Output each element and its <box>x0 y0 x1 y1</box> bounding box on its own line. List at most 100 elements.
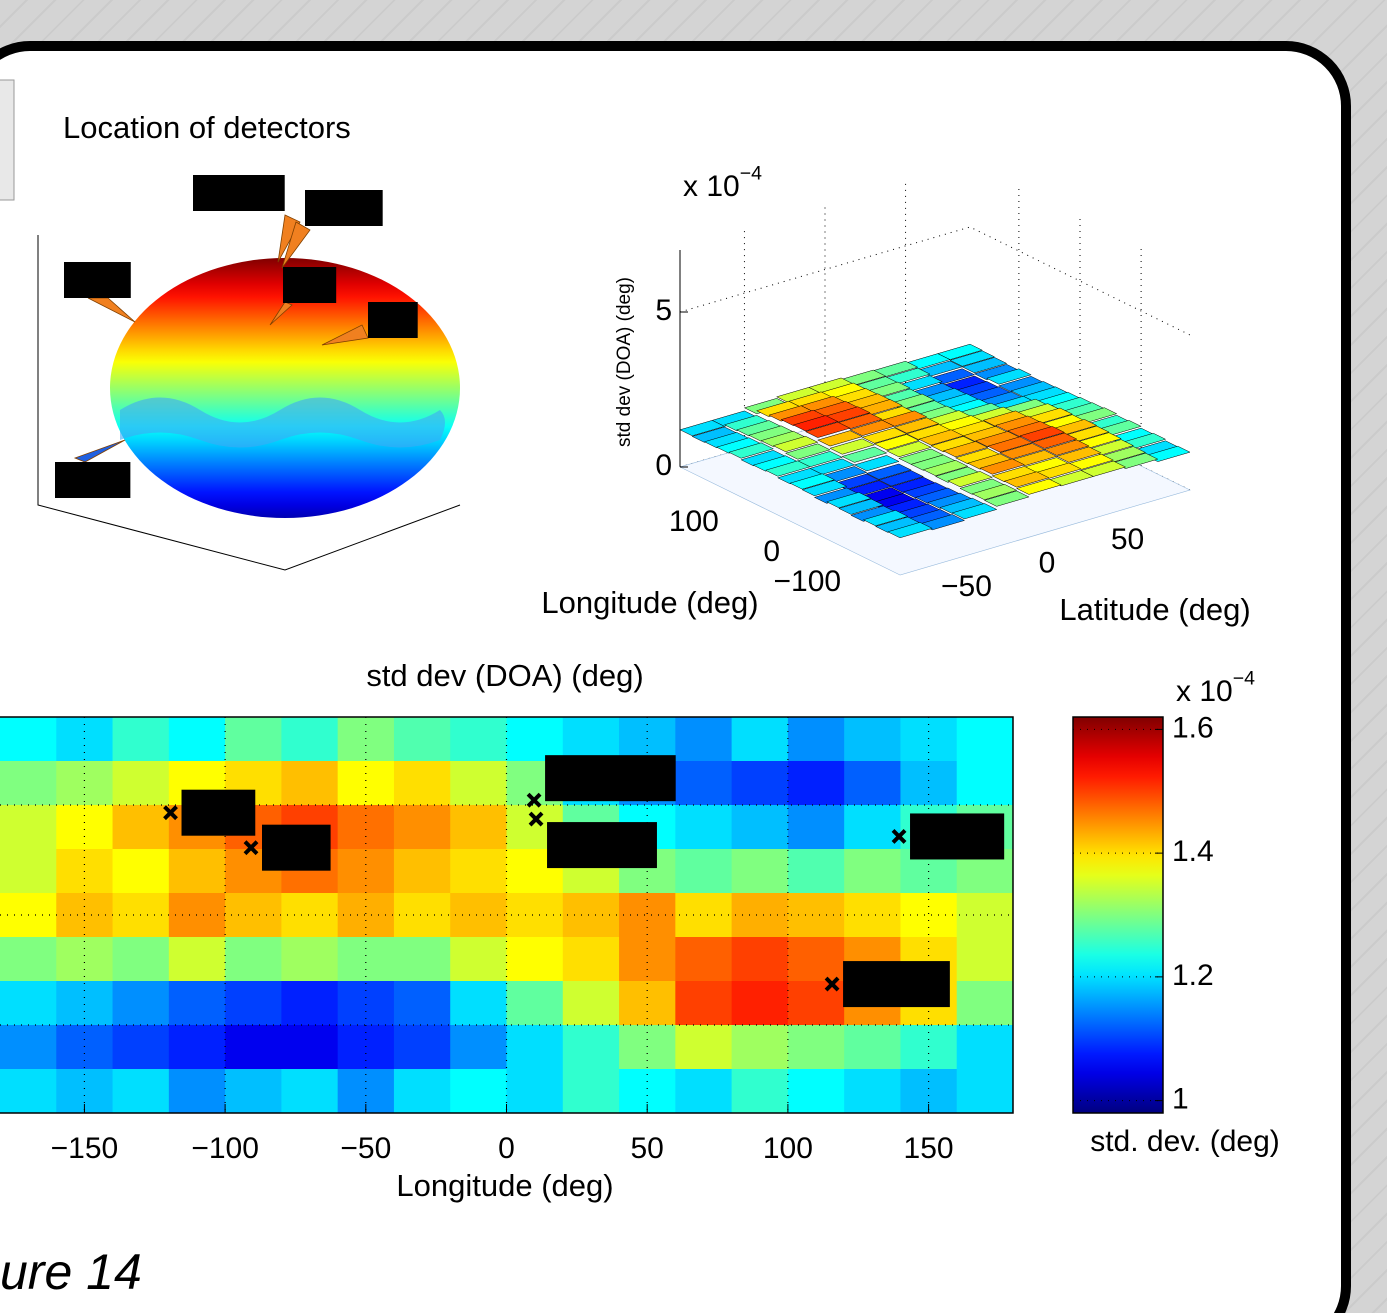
heatmap-cell <box>112 981 170 1026</box>
heatmap-cell <box>168 1069 226 1114</box>
heatmap-cell <box>675 1069 733 1114</box>
heatmap-cell <box>787 761 845 806</box>
heatmap-cell <box>393 981 451 1026</box>
heatmap-cell <box>450 805 507 850</box>
heatmap-cell <box>787 805 845 850</box>
heatmap-cell <box>393 805 451 850</box>
heatmap-cell <box>393 1069 451 1114</box>
heatmap-cell <box>844 761 901 806</box>
surface-cell <box>825 492 872 509</box>
heatmap-cell <box>0 805 57 850</box>
heatmap-cell <box>956 1025 1014 1070</box>
surface-cell <box>772 435 819 452</box>
multiplier-base: x 10 <box>683 170 740 203</box>
heatmap-cell <box>506 1025 564 1070</box>
heatmap-cell <box>168 937 226 982</box>
heatmap-cell <box>731 1069 789 1114</box>
detector-label: GEO600 <box>550 758 671 793</box>
heatmap-cell <box>393 937 451 982</box>
heatmap-cell <box>225 1069 282 1114</box>
surface-cell <box>987 436 1033 453</box>
heatmap-cell <box>956 1069 1014 1114</box>
heatmap-cell <box>450 893 507 938</box>
heatmap-cell <box>844 1025 901 1070</box>
surface-cell <box>728 442 775 459</box>
surface-cell <box>1031 432 1078 449</box>
heatmap-cell <box>168 849 226 894</box>
colorbar-tick-label: 1 <box>1172 1083 1189 1116</box>
heatmap-cell <box>844 805 901 850</box>
detector-label-box <box>64 262 131 298</box>
heatmap-cell <box>844 717 901 762</box>
heatmap-cell <box>731 1025 789 1070</box>
surface-cell <box>1015 478 1062 495</box>
surface-cell <box>849 420 896 436</box>
x-tick-label: 100 <box>763 1132 813 1165</box>
heatmap-cell <box>168 1025 226 1070</box>
heatmap-cell <box>56 761 114 806</box>
heatmap-cell <box>112 1025 170 1070</box>
z-tick-label: 0 <box>655 449 672 482</box>
side-widget <box>0 79 15 201</box>
slide-panel <box>0 41 1351 1313</box>
multiplier-exponent: −4 <box>740 163 762 185</box>
x-tick-label: 50 <box>631 1132 664 1165</box>
heatmap-cell <box>337 893 395 938</box>
surface-cell <box>893 417 940 434</box>
detector-label: LLO <box>373 309 413 332</box>
heatmap-cell <box>56 937 114 982</box>
multiplier-base: x 10 <box>1176 675 1233 708</box>
surface-cell <box>862 510 909 527</box>
x-tick-label: −150 <box>51 1132 119 1165</box>
heatmap-cell <box>393 893 451 938</box>
heatmap-cell <box>731 717 789 762</box>
heatmap-cell <box>675 717 733 762</box>
heatmap-cell <box>787 937 845 982</box>
heatmap-cell <box>281 981 339 1026</box>
heatmap-cell <box>0 981 57 1026</box>
detector-label-box <box>193 175 285 211</box>
figure-caption: ure 14 <box>0 1244 142 1300</box>
x-tick-label: −100 <box>774 565 842 598</box>
heatmap-cell <box>731 849 789 894</box>
heatmap-cell <box>393 849 451 894</box>
x-tick-label: −100 <box>191 1132 259 1165</box>
surface-cell <box>784 443 831 460</box>
heatmap-cell <box>675 761 733 806</box>
surface-cell <box>1019 426 1066 443</box>
heatmap-cell <box>562 1069 620 1114</box>
heatmap-cell <box>450 717 507 762</box>
detector-label-box <box>181 789 256 836</box>
x-axis-label: Longitude (deg) <box>541 585 758 620</box>
heatmap-cell <box>619 717 676 762</box>
y-tick-label: 0 <box>1039 546 1056 579</box>
axis-multiplier: x 10−4 <box>683 163 762 203</box>
heatmap-cell <box>56 1025 114 1070</box>
x-tick-label: 150 <box>904 1132 954 1165</box>
heatmap-cell <box>337 717 395 762</box>
heatmap-cell <box>56 717 114 762</box>
surface-cell <box>829 438 876 455</box>
heatmap-cell <box>844 893 901 938</box>
heatmap-cell <box>787 717 845 762</box>
multiplier-exponent: −4 <box>1233 668 1255 690</box>
detector-label: LHO <box>288 274 331 297</box>
detector-label-box <box>55 462 131 498</box>
surface-cell <box>949 350 996 367</box>
axis-multiplier: x 10−4 <box>1176 668 1255 708</box>
colorbar-tick-label: 1.2 <box>1172 959 1214 992</box>
heatmap-cell <box>0 937 57 982</box>
surface-cell <box>804 421 851 438</box>
z-tick-label: 5 <box>655 294 672 327</box>
plot-frame <box>0 716 1014 1114</box>
heatmap-cell <box>281 937 339 982</box>
heatmap-cell <box>112 717 170 762</box>
surface-cell <box>817 430 863 447</box>
heatmap-cell <box>112 849 170 894</box>
heatmap-cell <box>562 981 620 1026</box>
heatmap-cell <box>956 981 1014 1026</box>
detector-marker <box>243 840 259 856</box>
heatmap-cell <box>112 761 170 806</box>
